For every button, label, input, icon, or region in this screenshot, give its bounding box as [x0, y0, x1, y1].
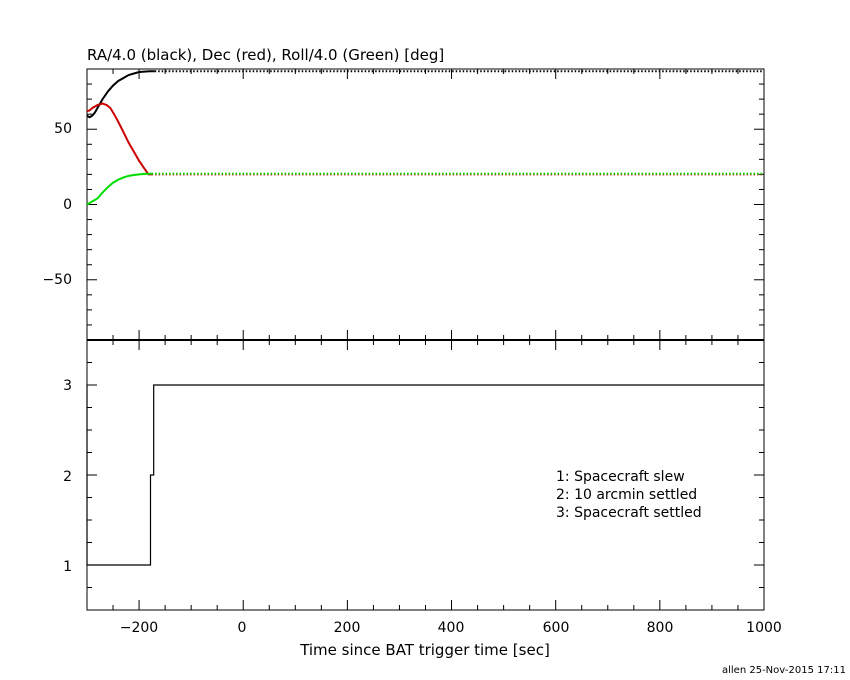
legend-settled: 3: Spacecraft settled [556, 505, 702, 521]
series-line-0 [86, 70, 155, 119]
ytick-label-bottom-1: 1 [63, 559, 72, 575]
xtick-label-200: 200 [334, 620, 361, 636]
status-step-line-0 [86, 384, 764, 566]
ytick-label-bottom-3: 3 [63, 378, 72, 394]
ytick-label-bottom-2: 2 [63, 469, 72, 485]
legend-10arcmin: 2: 10 arcmin settled [556, 487, 697, 503]
legend-slew: 1: Spacecraft slew [556, 469, 685, 485]
ytick-label-top-50: 50 [54, 121, 72, 137]
xtick-label-0: 0 [238, 620, 247, 636]
xtick-label-1000: 1000 [746, 620, 782, 636]
status-panel: 3 2 1 1: Spacecraft slew 2: 10 arcmin se… [63, 339, 765, 611]
attitude-panel: 50 0 −50 [42, 68, 765, 341]
attitude-panel-ticks [86, 68, 765, 341]
series-line-2 [86, 172, 152, 206]
xtick-label-minus200: −200 [120, 620, 158, 636]
xtick-label-800: 800 [647, 620, 674, 636]
ytick-label-top-0: 0 [63, 197, 72, 213]
attitude-series [86, 70, 764, 206]
xtick-label-600: 600 [543, 620, 570, 636]
status-series [86, 384, 764, 566]
ytick-label-top-minus50: −50 [42, 272, 72, 288]
attitude-panel-frame [86, 68, 765, 341]
xtick-label-400: 400 [438, 620, 465, 636]
series-line-1 [86, 102, 152, 176]
x-axis-label: Time since BAT trigger time [sec] [299, 641, 550, 659]
footer-stamp: allen 25-Nov-2015 17:11 [722, 665, 846, 676]
top-panel-title: RA/4.0 (black), Dec (red), Roll/4.0 (Gre… [87, 46, 444, 64]
